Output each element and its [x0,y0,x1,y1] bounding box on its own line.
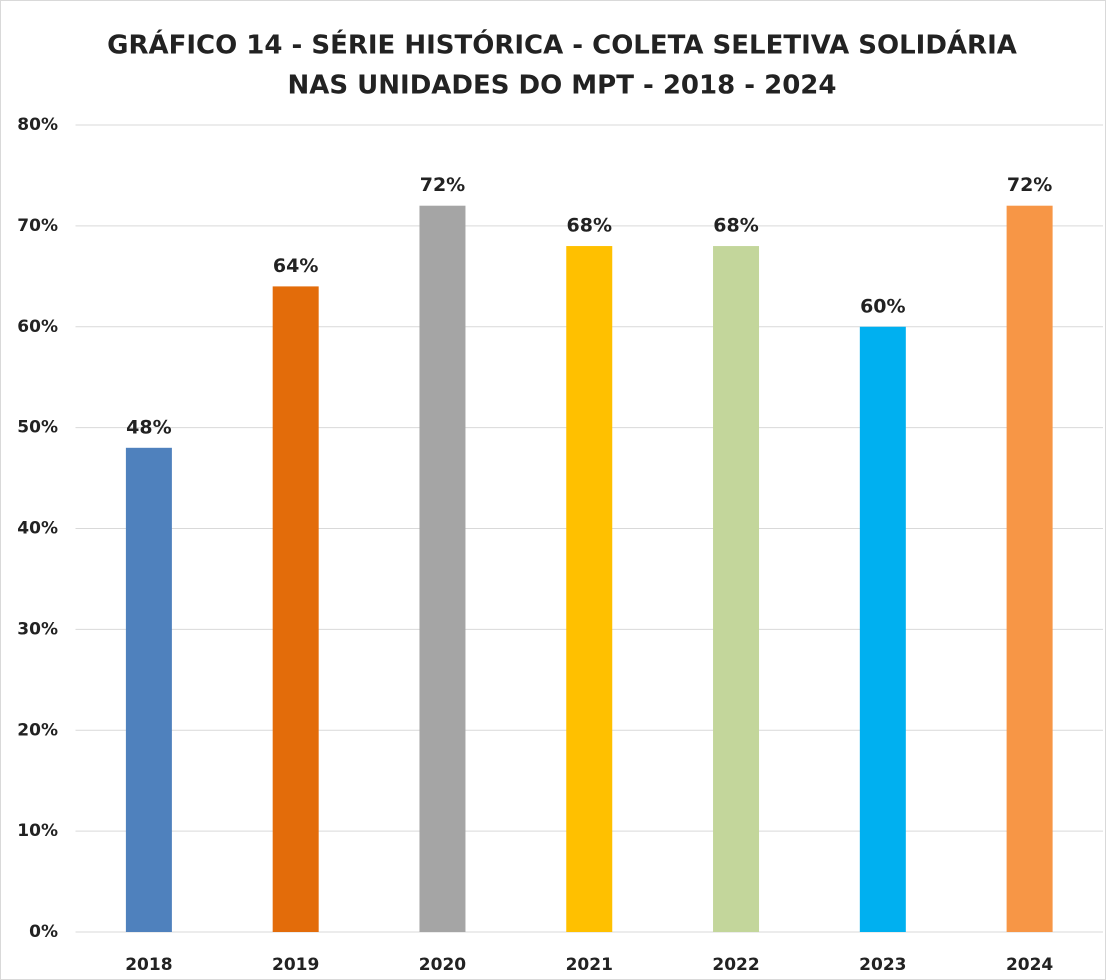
bar [125,447,172,932]
y-tick-label: 40% [17,519,58,539]
x-tick-label: 2023 [859,955,906,975]
bar [419,205,466,932]
data-label: 60% [860,295,905,317]
data-label: 68% [567,215,612,237]
y-tick-label: 0% [29,922,58,942]
bar [272,286,319,932]
y-tick-label: 20% [17,720,58,740]
data-label: 68% [713,215,758,237]
x-tick-label: 2022 [712,955,759,975]
bar [713,246,760,933]
y-tick-label: 50% [17,418,58,438]
y-tick-label: 60% [17,317,58,337]
data-label: 48% [126,416,171,438]
chart-title: GRÁFICO 14 - SÉRIE HISTÓRICA - COLETA SE… [107,29,1017,61]
y-tick-label: 10% [17,821,58,841]
bar [859,326,906,932]
x-tick-label: 2020 [419,955,466,975]
chart-title: NAS UNIDADES DO MPT - 2018 - 2024 [288,71,837,101]
data-label: 72% [1007,174,1052,196]
y-tick-label: 70% [17,216,58,236]
x-tick-label: 2018 [125,955,172,975]
y-tick-label: 30% [17,619,58,639]
bar [1006,205,1053,932]
data-label: 72% [420,174,465,196]
bar [566,246,613,933]
y-tick-label: 80% [17,115,58,135]
x-tick-label: 2021 [566,955,613,975]
x-tick-label: 2019 [272,955,319,975]
x-tick-label: 2024 [1006,955,1053,975]
data-label: 64% [273,255,318,277]
